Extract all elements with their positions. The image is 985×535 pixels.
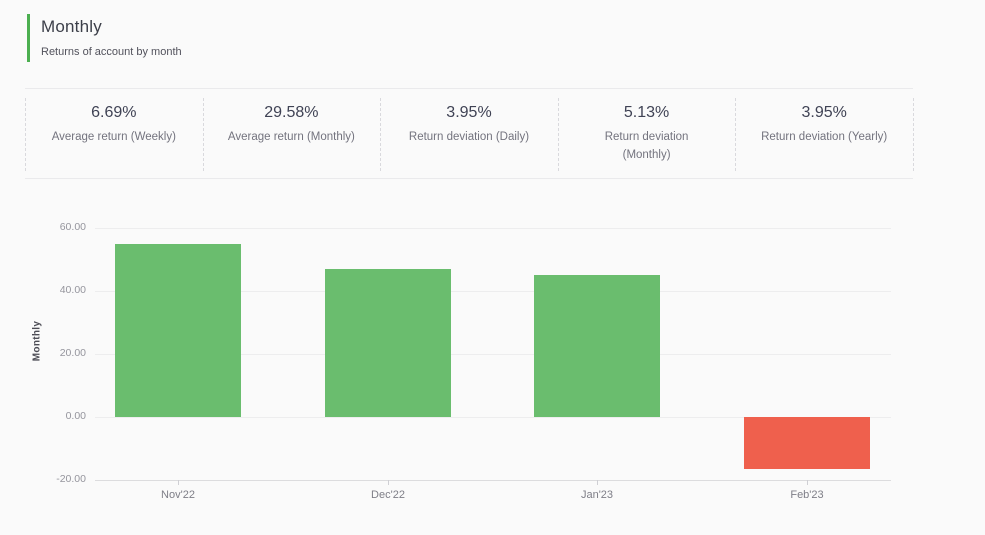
x-axis-tick <box>807 480 808 485</box>
gridline <box>95 354 891 355</box>
stat-item-avg-return-weekly: 6.69% Average return (Weekly) <box>25 89 203 178</box>
x-tick-label: Feb'23 <box>790 489 824 501</box>
stat-item-return-deviation-yearly: 3.95% Return deviation (Yearly) <box>735 89 914 178</box>
stat-item-return-deviation-daily: 3.95% Return deviation (Daily) <box>380 89 558 178</box>
gridline <box>95 228 891 229</box>
stat-label: Return deviation (Yearly) <box>761 131 888 143</box>
x-tick-label: Nov'22 <box>161 489 195 501</box>
bar-dec-22[interactable] <box>325 269 451 417</box>
stat-value: 3.95% <box>801 104 847 121</box>
x-axis-line <box>95 480 891 481</box>
stat-label: Return deviation (Daily) <box>408 131 530 143</box>
x-tick-label: Dec'22 <box>371 489 405 501</box>
stat-value: 6.69% <box>91 104 137 121</box>
bar-feb-23[interactable] <box>744 417 870 469</box>
y-tick-label: -20.00 <box>56 473 86 485</box>
stat-label: Return deviation (Monthly) <box>604 131 689 161</box>
gridline <box>95 417 891 418</box>
monthly-returns-bar-chart: Monthly 60.00 40.00 20.00 0.00 -20.00 Nov'22 D… <box>0 195 985 535</box>
page-title: Monthly <box>41 17 102 36</box>
stat-value: 3.95% <box>446 104 492 121</box>
stat-value: 5.13% <box>623 104 670 121</box>
stat-value: 29.58% <box>264 104 319 121</box>
accent-bar <box>27 14 30 62</box>
bar-nov-22[interactable] <box>115 244 241 417</box>
section-header: Monthly Returns of account by month <box>27 14 182 62</box>
y-tick-label: 0.00 <box>65 410 86 422</box>
stat-item-return-deviation-monthly: 5.13% Return deviation (Monthly) <box>557 89 736 178</box>
bar-jan-23[interactable] <box>534 275 660 417</box>
x-axis-tick <box>178 480 179 485</box>
y-tick-label: 60.00 <box>59 221 86 233</box>
page-subtitle: Returns of account by month <box>41 46 182 58</box>
x-tick-label: Jan'23 <box>580 489 614 501</box>
stats-row: 6.69% Average return (Weekly) 29.58% Ave… <box>25 88 914 179</box>
stat-label: Average return (Weekly) <box>51 131 176 143</box>
stat-label: Average return (Monthly) <box>227 131 355 143</box>
x-axis-tick <box>597 480 598 485</box>
y-tick-label: 20.00 <box>59 347 86 359</box>
stat-item-avg-return-monthly: 29.58% Average return (Monthly) <box>202 89 381 178</box>
y-tick-label: 40.00 <box>59 284 86 296</box>
x-axis-tick <box>388 480 389 485</box>
gridline <box>95 291 891 292</box>
